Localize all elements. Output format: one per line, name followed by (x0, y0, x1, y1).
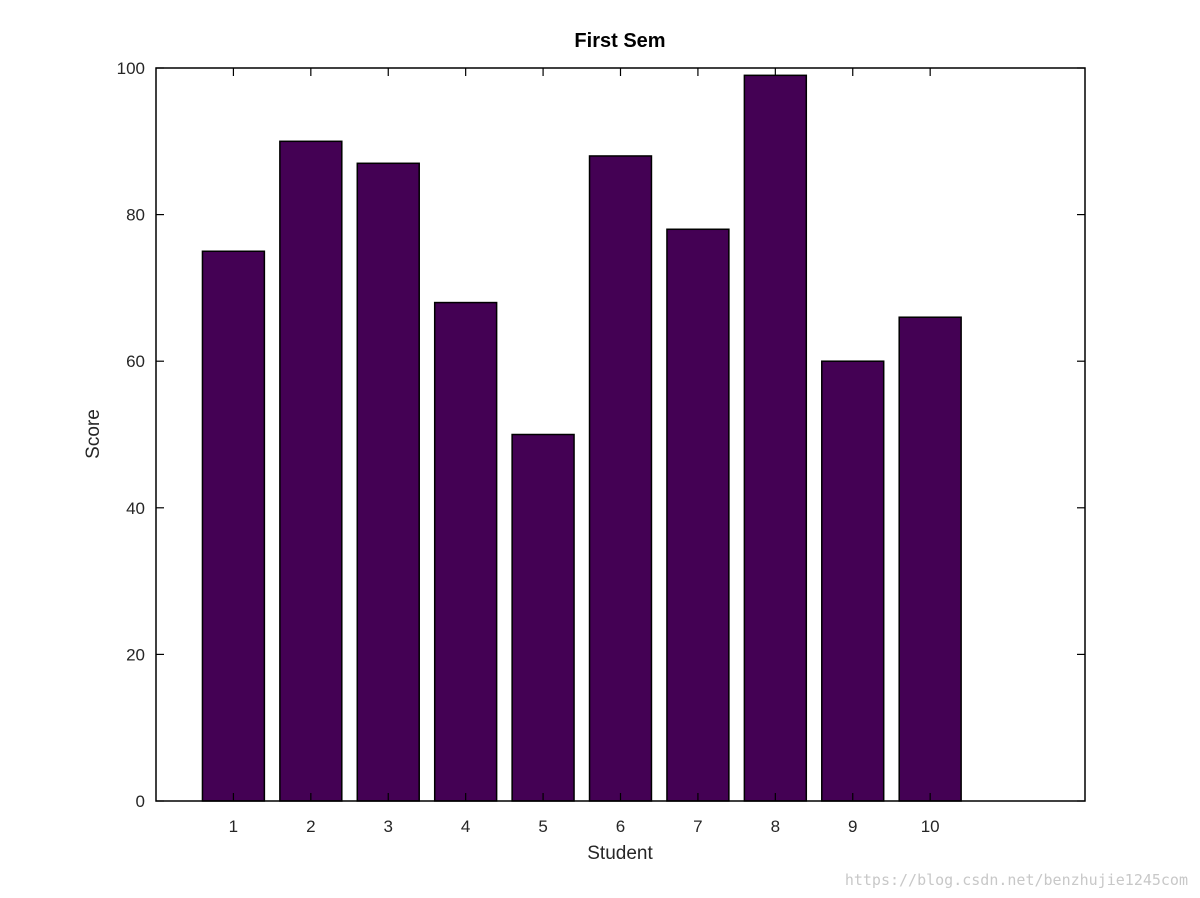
bar-10 (898, 316, 962, 802)
x-tick-label: 5 (538, 817, 547, 836)
bar-3 (356, 162, 420, 802)
x-tick-label: 3 (384, 817, 393, 836)
y-tick-label: 40 (126, 499, 145, 518)
x-tick-label: 8 (771, 817, 780, 836)
x-tick-labels: 1 2 3 4 5 6 7 8 9 10 (229, 817, 940, 836)
bar-5 (511, 433, 575, 802)
x-tick-label: 2 (306, 817, 315, 836)
bar-8 (743, 74, 808, 802)
y-tick-label: 60 (126, 352, 145, 371)
y-tick-label: 100 (117, 59, 145, 78)
y-tick-label: 80 (126, 206, 145, 225)
x-tick-label: 6 (616, 817, 625, 836)
x-tick-label: 9 (848, 817, 857, 836)
bar-4 (433, 301, 498, 802)
y-axis-label: Score (83, 409, 104, 459)
bar-7 (666, 228, 730, 802)
x-tick-label: 10 (921, 817, 940, 836)
bar-2 (279, 140, 343, 802)
bar-6 (588, 155, 653, 802)
ticks-group (156, 67, 1085, 802)
bars-group (201, 74, 962, 802)
y-tick-label: 0 (136, 792, 145, 811)
bar-1 (201, 250, 266, 802)
x-tick-label: 1 (229, 817, 238, 836)
watermark: https://blog.csdn.net/benzhujie1245com (845, 871, 1188, 889)
y-tick-labels: 0 20 40 60 80 100 (117, 59, 145, 811)
x-axis-label: Student (587, 843, 653, 864)
x-tick-label: 7 (693, 817, 702, 836)
bar-9 (821, 360, 885, 802)
x-tick-label: 4 (461, 817, 470, 836)
y-tick-label: 20 (126, 645, 145, 664)
chart-title: First Sem (574, 30, 665, 52)
